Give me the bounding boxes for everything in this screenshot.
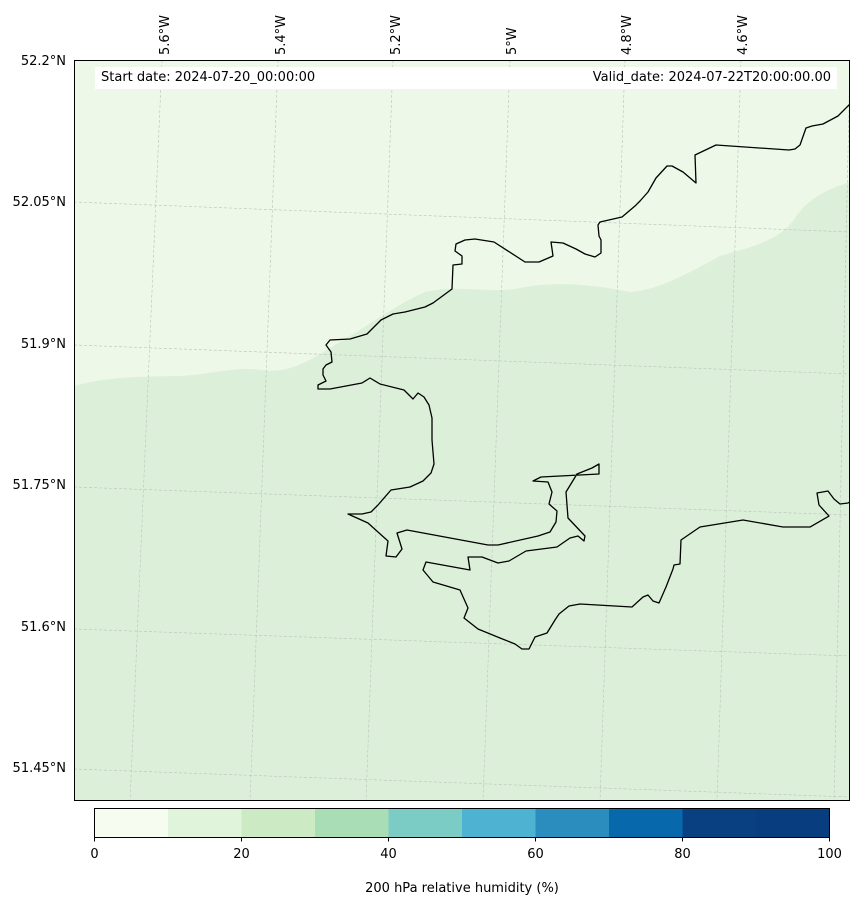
colorbar-cell xyxy=(462,808,536,838)
lat-label-2: 52.05°N xyxy=(13,195,66,210)
colorbar-tick-label: 80 xyxy=(674,847,691,862)
colorbar-cell xyxy=(94,808,169,838)
map-frame xyxy=(74,60,850,801)
lat-label-1: 52.2°N xyxy=(21,54,66,69)
map-area xyxy=(74,60,850,801)
lon-label-1: 5.6°W xyxy=(158,15,173,55)
colorbar-cell xyxy=(315,808,389,838)
lat-label-6: 51.45°N xyxy=(13,761,66,776)
colorbar xyxy=(94,808,830,838)
colorbar-cell xyxy=(682,808,757,838)
lon-label-5: 4.8°W xyxy=(620,15,635,55)
lat-label-5: 51.6°N xyxy=(21,620,66,635)
colorbar-tick-label: 20 xyxy=(233,847,250,862)
colorbar-tick-label: 100 xyxy=(817,847,842,862)
lon-label-6: 4.6°W xyxy=(736,15,751,55)
colorbar-frame xyxy=(94,808,830,838)
lat-label-3: 51.9°N xyxy=(21,337,66,352)
colorbar-label: 200 hPa relative humidity (%) xyxy=(365,881,559,896)
colorbar-cell xyxy=(241,808,316,838)
valid-date-banner: Valid_date: 2024-07-22T20:00:00.00 xyxy=(515,67,837,89)
longitude-labels: 5.6°W 5.4°W 5.2°W 5°W 4.8°W 4.6°W xyxy=(158,15,751,55)
colorbar-cell xyxy=(756,808,830,838)
graticule xyxy=(74,60,850,801)
start-date-banner: Start date: 2024-07-20_00:00:00 xyxy=(95,67,521,89)
colorbar-tick-label: 60 xyxy=(527,847,544,862)
lon-label-3: 5.2°W xyxy=(389,15,404,55)
colorbar-cell xyxy=(609,808,683,838)
latitude-labels: 52.2°N 52.05°N 51.9°N 51.75°N 51.6°N 51.… xyxy=(13,54,66,776)
colorbar-cell xyxy=(535,808,610,838)
colorbar-tick-label: 40 xyxy=(380,847,397,862)
lat-label-4: 51.75°N xyxy=(13,478,66,493)
colorbar-ticks: 0 20 40 60 80 100 xyxy=(90,837,842,862)
lon-label-4: 5°W xyxy=(505,27,520,55)
lon-label-2: 5.4°W xyxy=(274,15,289,55)
colorbar-tick-label: 0 xyxy=(90,847,98,862)
coastline xyxy=(317,103,850,650)
humidity-band-10-20 xyxy=(74,182,850,801)
colorbar-cell xyxy=(388,808,463,838)
colorbar-cell xyxy=(168,808,242,838)
